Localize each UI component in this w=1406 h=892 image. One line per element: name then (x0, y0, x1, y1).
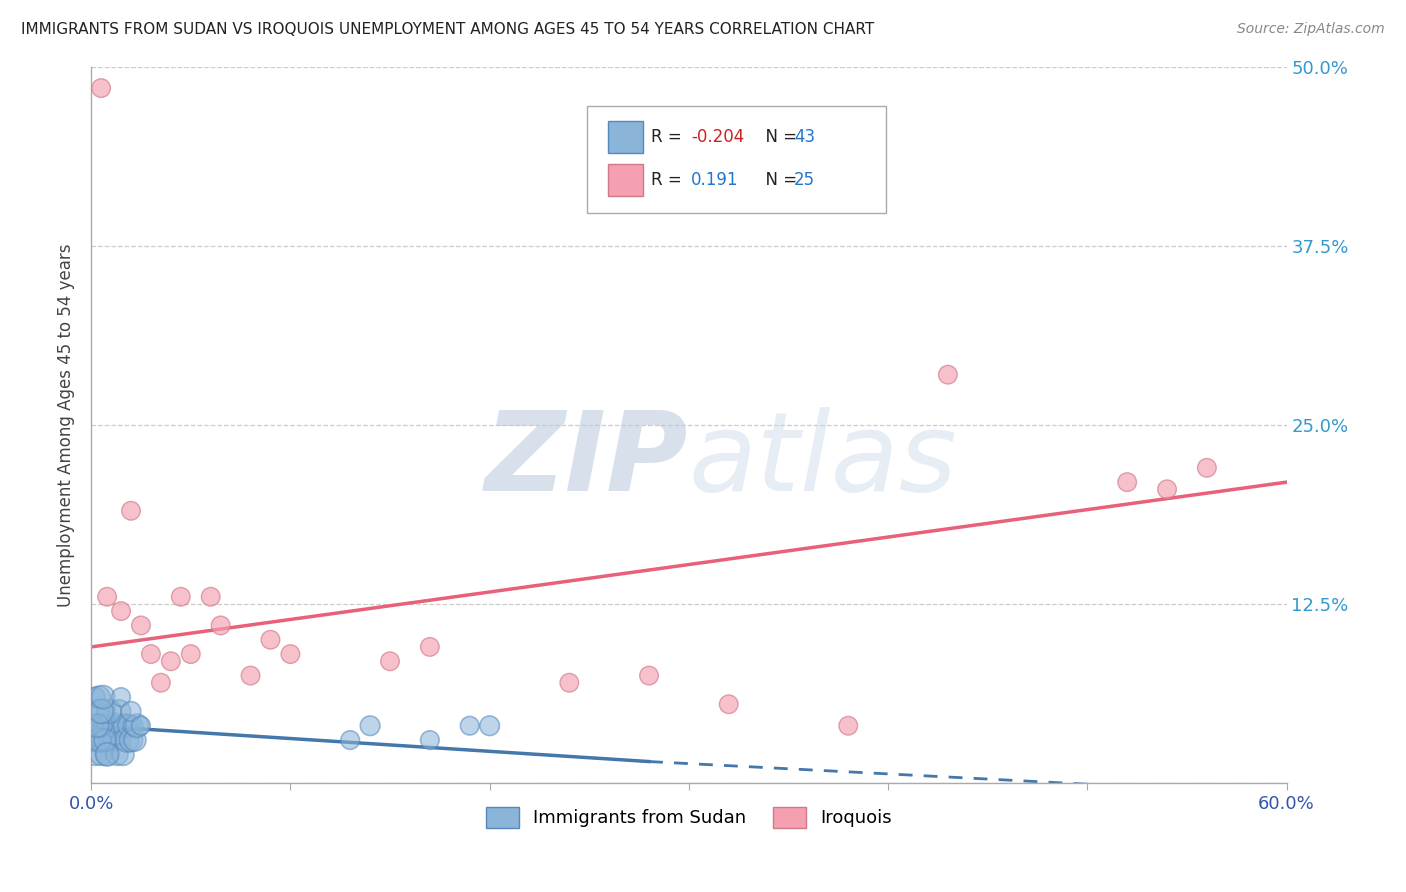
Text: N =: N = (755, 170, 801, 189)
Point (1156, 483, 1178, 497)
Point (101, 733, 124, 747)
Point (96, 747, 118, 762)
Point (339, 733, 361, 747)
Point (160, 654, 183, 668)
Point (98, 705, 121, 719)
Point (110, 690, 132, 704)
Point (114, 719, 136, 733)
Text: atlas: atlas (689, 407, 957, 514)
Point (359, 719, 381, 733)
Bar (607, 120, 644, 153)
Point (105, 747, 128, 762)
Point (120, 705, 142, 719)
Point (87, 733, 110, 747)
Point (936, 368, 959, 382)
Point (110, 604, 132, 618)
Point (96, 747, 118, 762)
Point (1116, 475, 1139, 490)
Y-axis label: Unemployment Among Ages 45 to 54 years: Unemployment Among Ages 45 to 54 years (58, 244, 75, 607)
Point (90, 719, 112, 733)
Point (86, 719, 108, 733)
Point (110, 733, 132, 747)
Point (112, 747, 135, 762)
Point (90, 747, 112, 762)
Point (84, 747, 107, 762)
Point (239, 668, 262, 682)
Point (87, 690, 110, 704)
Point (149, 675, 172, 690)
Point (419, 733, 441, 747)
Point (209, 618, 232, 632)
Point (478, 719, 501, 733)
Bar (607, 163, 644, 196)
Point (458, 719, 481, 733)
Text: R =: R = (651, 128, 686, 145)
Point (124, 733, 146, 747)
Point (86, 705, 108, 719)
Point (837, 719, 859, 733)
Point (115, 733, 138, 747)
Point (84, 690, 107, 704)
Point (91, 690, 114, 704)
Point (170, 590, 193, 604)
Point (129, 618, 152, 632)
Point (90, 705, 112, 719)
Point (280, 647, 302, 661)
Point (129, 719, 152, 733)
Point (139, 647, 162, 661)
Point (108, 705, 131, 719)
Point (90, 81, 112, 95)
Point (94, 733, 117, 747)
Point (91, 733, 114, 747)
Text: N =: N = (755, 128, 801, 145)
Point (419, 640, 441, 654)
Point (118, 719, 141, 733)
Point (120, 733, 142, 747)
Text: IMMIGRANTS FROM SUDAN VS IROQUOIS UNEMPLOYMENT AMONG AGES 45 TO 54 YEARS CORRELA: IMMIGRANTS FROM SUDAN VS IROQUOIS UNEMPL… (21, 22, 875, 37)
Point (94, 719, 117, 733)
Point (100, 733, 122, 747)
Legend: Immigrants from Sudan, Iroquois: Immigrants from Sudan, Iroquois (479, 799, 898, 835)
Text: R =: R = (651, 170, 686, 189)
Text: ZIP: ZIP (485, 407, 689, 514)
Point (125, 719, 148, 733)
Point (259, 632, 281, 647)
Text: 43: 43 (794, 128, 815, 145)
Point (558, 675, 581, 690)
Point (180, 647, 202, 661)
Point (122, 719, 145, 733)
Point (96, 590, 118, 604)
Point (1195, 460, 1218, 475)
Point (82, 733, 104, 747)
Point (378, 654, 401, 668)
Point (717, 698, 740, 712)
FancyBboxPatch shape (588, 106, 886, 213)
Point (91, 705, 114, 719)
Text: Source: ZipAtlas.com: Source: ZipAtlas.com (1237, 22, 1385, 37)
Text: 0.191: 0.191 (692, 170, 738, 189)
Point (104, 719, 127, 733)
Point (98, 719, 121, 733)
Point (86, 733, 108, 747)
Point (638, 668, 661, 682)
Text: 25: 25 (794, 170, 815, 189)
Point (120, 504, 142, 518)
Point (200, 590, 222, 604)
Point (87, 719, 110, 733)
Text: -0.204: -0.204 (692, 128, 745, 145)
